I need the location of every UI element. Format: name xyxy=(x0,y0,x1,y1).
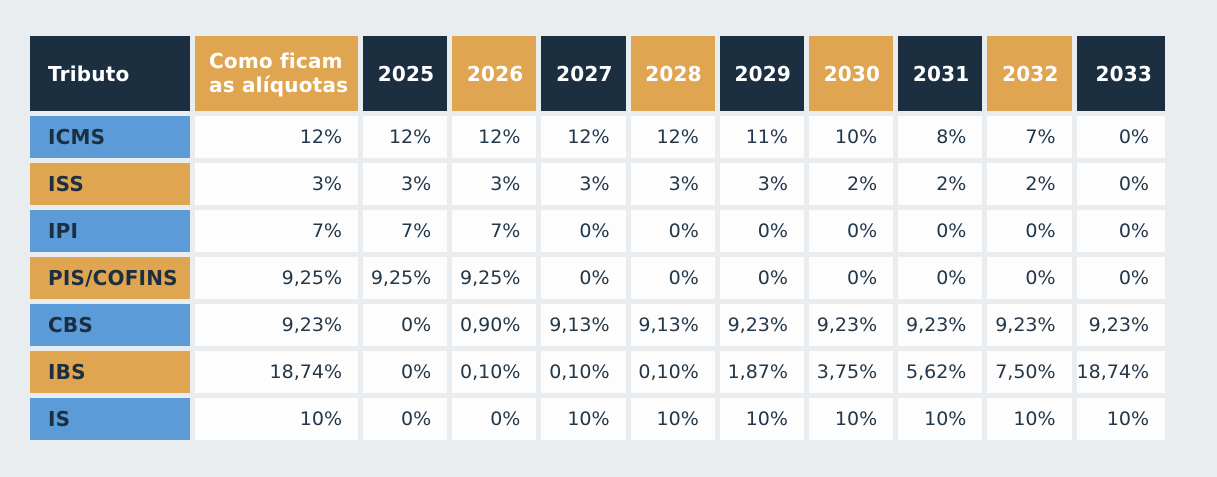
tax-rates-table: Tributo Como ficam as alíquotas 2025 2026… xyxy=(30,36,1165,440)
cell-ipi-aliquota: 7% xyxy=(195,210,358,252)
cell-pis-cofins-2026: 9,25% xyxy=(452,257,537,299)
cell-ipi-2031: 0% xyxy=(898,210,983,252)
cell-iss-2033: 0% xyxy=(1076,163,1165,205)
cell-icms-2026: 12% xyxy=(452,116,537,158)
cell-cbs-2027: 9,13% xyxy=(541,304,626,346)
cell-iss-2031: 2% xyxy=(898,163,983,205)
cell-iss-2032: 2% xyxy=(987,163,1072,205)
cell-ibs-aliquota: 18,74% xyxy=(195,351,358,393)
cell-cbs-2026: 0,90% xyxy=(452,304,537,346)
cell-iss-aliquota: 3% xyxy=(195,163,358,205)
cell-ibs-2030: 3,75% xyxy=(808,351,894,393)
cell-cbs-2031: 9,23% xyxy=(898,304,983,346)
cell-icms-2030: 10% xyxy=(808,116,894,158)
cell-ipi-2028: 0% xyxy=(630,210,715,252)
cell-pis-cofins-2029: 0% xyxy=(719,257,804,299)
cell-pis-cofins-aliquota: 9,25% xyxy=(195,257,358,299)
header-year-2032: 2032 xyxy=(987,36,1072,111)
cell-is-2026: 0% xyxy=(452,398,537,440)
header-year-2028: 2028 xyxy=(630,36,715,111)
row-label-is: IS xyxy=(30,398,190,440)
cell-iss-2027: 3% xyxy=(541,163,626,205)
header-year-2026: 2026 xyxy=(452,36,537,111)
cell-ipi-2026: 7% xyxy=(452,210,537,252)
cell-ipi-2030: 0% xyxy=(808,210,894,252)
cell-is-2028: 10% xyxy=(630,398,715,440)
cell-icms-aliquota: 12% xyxy=(195,116,358,158)
cell-cbs-2030: 9,23% xyxy=(808,304,894,346)
cell-is-2032: 10% xyxy=(987,398,1072,440)
cell-icms-2032: 7% xyxy=(987,116,1072,158)
cell-ibs-2028: 0,10% xyxy=(630,351,715,393)
cell-iss-2030: 2% xyxy=(808,163,894,205)
cell-ipi-2033: 0% xyxy=(1076,210,1165,252)
cell-ibs-2031: 5,62% xyxy=(898,351,983,393)
cell-ibs-2033: 18,74% xyxy=(1076,351,1165,393)
cell-pis-cofins-2027: 0% xyxy=(541,257,626,299)
cell-pis-cofins-2031: 0% xyxy=(898,257,983,299)
cell-cbs-2032: 9,23% xyxy=(987,304,1072,346)
cell-ipi-2032: 0% xyxy=(987,210,1072,252)
cell-cbs-2025: 0% xyxy=(363,304,448,346)
cell-icms-2028: 12% xyxy=(630,116,715,158)
cell-icms-2029: 11% xyxy=(719,116,804,158)
cell-is-2029: 10% xyxy=(719,398,804,440)
header-year-2030: 2030 xyxy=(808,36,894,111)
cell-ipi-2027: 0% xyxy=(541,210,626,252)
cell-icms-2033: 0% xyxy=(1076,116,1165,158)
cell-cbs-2028: 9,13% xyxy=(630,304,715,346)
header-tributo: Tributo xyxy=(30,36,190,111)
cell-is-2031: 10% xyxy=(898,398,983,440)
cell-pis-cofins-2028: 0% xyxy=(630,257,715,299)
cell-pis-cofins-2030: 0% xyxy=(808,257,894,299)
cell-ipi-2025: 7% xyxy=(363,210,448,252)
cell-is-2033: 10% xyxy=(1076,398,1165,440)
row-label-icms: ICMS xyxy=(30,116,190,158)
cell-cbs-2029: 9,23% xyxy=(719,304,804,346)
row-label-ipi: IPI xyxy=(30,210,190,252)
cell-pis-cofins-2032: 0% xyxy=(987,257,1072,299)
cell-ipi-2029: 0% xyxy=(719,210,804,252)
cell-icms-2031: 8% xyxy=(898,116,983,158)
header-aliquotas-line1: Como ficam xyxy=(209,48,343,73)
cell-iss-2025: 3% xyxy=(363,163,448,205)
cell-ibs-2025: 0% xyxy=(363,351,448,393)
cell-is-2027: 10% xyxy=(541,398,626,440)
cell-ibs-2029: 1,87% xyxy=(719,351,804,393)
cell-iss-2029: 3% xyxy=(719,163,804,205)
cell-ibs-2026: 0,10% xyxy=(452,351,537,393)
cell-ibs-2027: 0,10% xyxy=(541,351,626,393)
cell-cbs-aliquota: 9,23% xyxy=(195,304,358,346)
cell-cbs-2033: 9,23% xyxy=(1076,304,1165,346)
row-label-pis-cofins: PIS/COFINS xyxy=(30,257,190,299)
cell-is-2030: 10% xyxy=(808,398,894,440)
header-year-2031: 2031 xyxy=(898,36,983,111)
cell-pis-cofins-2025: 9,25% xyxy=(363,257,448,299)
cell-icms-2027: 12% xyxy=(541,116,626,158)
header-aliquotas-line2: as alíquotas xyxy=(209,72,349,97)
cell-iss-2028: 3% xyxy=(630,163,715,205)
cell-pis-cofins-2033: 0% xyxy=(1076,257,1165,299)
cell-icms-2025: 12% xyxy=(363,116,448,158)
cell-is-aliquota: 10% xyxy=(195,398,358,440)
header-year-2033: 2033 xyxy=(1076,36,1165,111)
row-label-iss: ISS xyxy=(30,163,190,205)
row-label-cbs: CBS xyxy=(30,304,190,346)
row-label-ibs: IBS xyxy=(30,351,190,393)
header-year-2027: 2027 xyxy=(541,36,626,111)
header-aliquotas: Como ficam as alíquotas xyxy=(195,36,358,111)
cell-is-2025: 0% xyxy=(363,398,448,440)
header-year-2029: 2029 xyxy=(719,36,804,111)
cell-ibs-2032: 7,50% xyxy=(987,351,1072,393)
header-year-2025: 2025 xyxy=(363,36,448,111)
cell-iss-2026: 3% xyxy=(452,163,537,205)
